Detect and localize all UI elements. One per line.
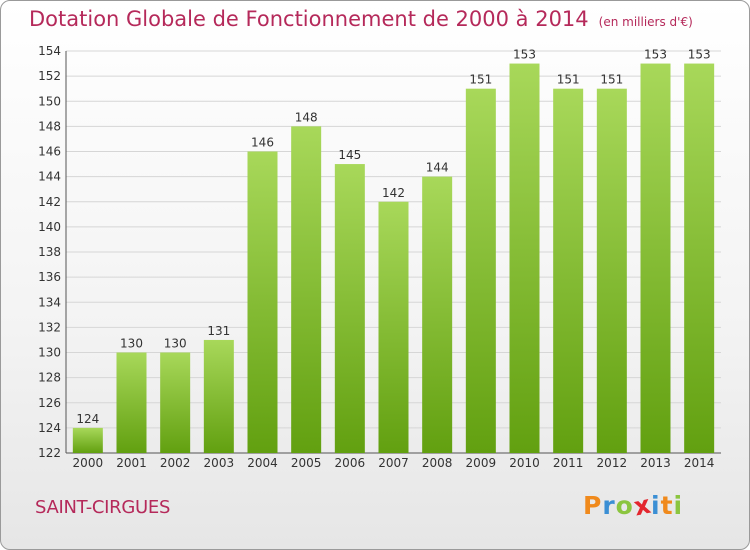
bar-2011 — [553, 88, 584, 453]
y-tick-label: 144 — [38, 170, 61, 184]
y-tick-label: 136 — [38, 270, 61, 284]
logo-letter: t — [660, 491, 674, 520]
value-label: 153 — [644, 48, 667, 62]
logo-letter: o — [615, 491, 634, 520]
x-tick-label: 2014 — [684, 456, 715, 470]
bar-2005 — [291, 126, 322, 453]
x-tick-label: 2013 — [640, 456, 671, 470]
y-tick-label: 130 — [38, 346, 61, 360]
x-tick-label: 2002 — [160, 456, 191, 470]
x-tick-label: 2011 — [553, 456, 584, 470]
x-tick-label: 2006 — [335, 456, 366, 470]
x-tick-label: 2012 — [597, 456, 628, 470]
value-label: 151 — [557, 73, 580, 87]
y-tick-label: 134 — [38, 295, 61, 309]
logo-letter: r — [602, 491, 616, 520]
value-label: 142 — [382, 186, 405, 200]
bar-2010 — [509, 63, 540, 453]
value-label: 151 — [469, 73, 492, 87]
logo-letter: i — [651, 491, 661, 520]
y-tick-label: 138 — [38, 245, 61, 259]
x-tick-label: 2003 — [204, 456, 235, 470]
logo-letter: P — [583, 491, 603, 520]
proxiti-logo: Proxiti — [583, 490, 684, 522]
labels: 122 124 126 128 130 132 134 136 138 140 142 144 146 1… — [38, 44, 714, 470]
value-label: 148 — [295, 110, 318, 124]
bar-2007 — [378, 201, 409, 453]
x-tick-label: 2009 — [466, 456, 497, 470]
y-tick-label: 122 — [38, 446, 61, 460]
x-tick-label: 2010 — [509, 456, 540, 470]
bar-2002 — [160, 352, 191, 453]
value-label: 124 — [76, 412, 99, 426]
y-tick-label: 146 — [38, 145, 61, 159]
commune-name: SAINT-CIRGUES — [35, 497, 171, 518]
x-tick-label: 2007 — [378, 456, 409, 470]
y-tick-label: 152 — [38, 69, 61, 83]
x-tick-label: 2001 — [116, 456, 147, 470]
value-label: 144 — [426, 161, 449, 175]
y-tick-label: 128 — [38, 371, 61, 385]
y-tick-label: 150 — [38, 94, 61, 108]
bar-2004 — [247, 151, 278, 453]
value-label: 146 — [251, 136, 274, 150]
y-tick-label: 148 — [38, 119, 61, 133]
bars — [72, 63, 715, 453]
y-tick-label: 154 — [38, 44, 61, 58]
value-label: 145 — [338, 148, 361, 162]
bar-2013 — [640, 63, 671, 453]
bar-2001 — [116, 352, 147, 453]
bar-2008 — [422, 176, 453, 453]
bar-2003 — [203, 339, 234, 453]
value-label: 130 — [120, 337, 143, 351]
value-label: 151 — [600, 73, 623, 87]
x-tick-label: 2000 — [73, 456, 104, 470]
x-tick-label: 2008 — [422, 456, 453, 470]
x-tick-label: 2005 — [291, 456, 322, 470]
bar-2009 — [465, 88, 496, 453]
y-tick-label: 140 — [38, 220, 61, 234]
chart-unit: (en milliers d'€) — [598, 15, 693, 29]
y-tick-label: 142 — [38, 195, 61, 209]
y-tick-label: 132 — [38, 320, 61, 334]
y-tick-label: 126 — [38, 396, 61, 410]
y-tick-label: 124 — [38, 421, 61, 435]
logo-letter: i — [673, 491, 684, 520]
value-label: 153 — [688, 48, 711, 62]
value-label: 131 — [207, 324, 230, 338]
bar-2014 — [684, 63, 715, 453]
bar-2000 — [72, 427, 103, 453]
value-label: 130 — [164, 337, 187, 351]
x-tick-label: 2004 — [247, 456, 278, 470]
value-label: 153 — [513, 48, 536, 62]
chart-title: Dotation Globale de Fonctionnement de 20… — [29, 7, 693, 31]
bar-2012 — [596, 88, 627, 453]
chart-title-text: Dotation Globale de Fonctionnement de 20… — [29, 7, 589, 31]
bar-2006 — [334, 164, 365, 453]
